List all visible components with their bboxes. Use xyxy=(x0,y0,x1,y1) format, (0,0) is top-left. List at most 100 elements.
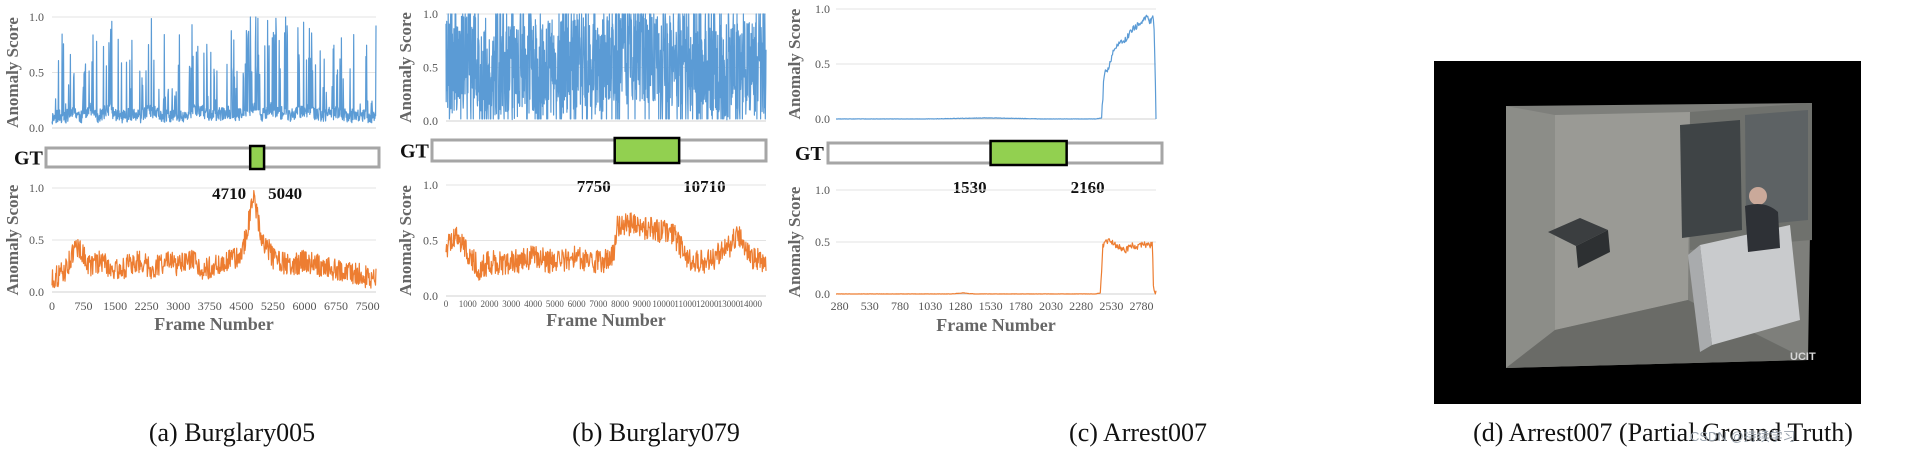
panel-c-caption: (c) Arrest007 xyxy=(1069,418,1207,447)
x-tick-label: 530 xyxy=(861,299,879,313)
x-axis-label: Frame Number xyxy=(154,314,273,334)
x-tick-label: 6000 xyxy=(568,299,587,309)
x-tick-label: 5250 xyxy=(261,299,285,313)
gt-label: GT xyxy=(400,141,430,163)
y-axis-label: Anomaly Score xyxy=(3,17,22,128)
y-tick-label: 0.0 xyxy=(815,112,830,126)
series-line xyxy=(445,212,767,281)
x-tick-label: 280 xyxy=(831,299,849,313)
panel-c-gt-bar: GT 1530 2160 xyxy=(795,139,1164,197)
gt-end-label: 10710 xyxy=(683,177,726,196)
y-tick-label: 1.0 xyxy=(815,2,830,16)
y-tick-label: 0.5 xyxy=(815,57,830,71)
gt-label: GT xyxy=(795,143,825,165)
x-axis-label: Frame Number xyxy=(936,315,1055,335)
x-tick-label: 1000 xyxy=(459,299,478,309)
x-tick-label: 2780 xyxy=(1130,299,1154,313)
x-tick-label: 2030 xyxy=(1039,299,1063,313)
y-tick-label: 1.0 xyxy=(423,178,438,192)
panel-d: UCIT (d) Arrest007 (Partial Ground Truth… xyxy=(1434,61,1861,447)
gt-end-label: 2160 xyxy=(1071,178,1105,197)
y-tick-label: 1.0 xyxy=(815,183,830,197)
panel-a-gt-bar: GT 4710 5040 xyxy=(14,144,381,203)
y-tick-label: 0.5 xyxy=(29,66,44,80)
x-tick-label: 3000 xyxy=(166,299,190,313)
panel-b-top-chart: 0.0 0.5 1.0 Anomaly Score xyxy=(396,7,767,128)
y-axis-label: Anomaly Score xyxy=(396,12,415,123)
y-tick-label: 0.0 xyxy=(29,121,44,135)
gt-end-label: 5040 xyxy=(268,184,302,203)
panel-d-caption: (d) Arrest007 (Partial Ground Truth) xyxy=(1473,418,1853,447)
x-tick-label: 14000 xyxy=(740,299,763,309)
gt-segment xyxy=(989,139,1068,167)
x-tick-label: 3750 xyxy=(198,299,222,313)
x-tick-label: 2530 xyxy=(1099,299,1123,313)
x-tick-label: 12000 xyxy=(696,299,719,309)
x-tick-label: 6000 xyxy=(292,299,316,313)
x-tick-label: 1530 xyxy=(979,299,1003,313)
x-tick-label: 2000 xyxy=(481,299,500,309)
x-tick-label: 9000 xyxy=(633,299,652,309)
panel-b-caption: (b) Burglary079 xyxy=(572,418,740,447)
y-tick-label: 1.0 xyxy=(29,10,44,24)
gt-label: GT xyxy=(14,148,44,170)
x-axis-label: Frame Number xyxy=(546,310,665,330)
y-tick-label: 1.0 xyxy=(29,181,44,195)
x-tick-label: 1280 xyxy=(948,299,972,313)
y-tick-label: 0.5 xyxy=(29,233,44,247)
x-tick-label: 11000 xyxy=(674,299,697,309)
cctv-scene-image: UCIT xyxy=(1506,103,1816,368)
x-tick-label: 1500 xyxy=(103,299,127,313)
x-tick-label: 1780 xyxy=(1009,299,1033,313)
x-tick-label: 750 xyxy=(75,299,93,313)
y-axis-label: Anomaly Score xyxy=(785,186,804,297)
panel-c-bottom-chart: 0.0 0.5 1.0 Anomaly Score 280 530 780 1030 1280 1… xyxy=(785,183,1157,335)
x-tick-label: 7500 xyxy=(356,299,380,313)
y-axis-label: Anomaly Score xyxy=(3,184,22,295)
y-tick-label: 0.0 xyxy=(29,285,44,299)
y-tick-label: 0.0 xyxy=(423,114,438,128)
panel-a-caption: (a) Burglary005 xyxy=(149,418,315,447)
panel-a-bottom-chart: 0.0 0.5 1.0 Anomaly Score 0 750 1500 2250 3000 37… xyxy=(3,181,380,334)
panel-a-top-chart: 0.0 0.5 1.0 Anomaly Score xyxy=(3,10,377,135)
series-line xyxy=(445,13,767,121)
panel-c-top-chart: 0.0 0.5 1.0 Anomaly Score xyxy=(785,2,1157,126)
gt-track xyxy=(44,146,381,169)
x-tick-label: 0 xyxy=(444,299,449,309)
gt-track xyxy=(430,138,768,163)
y-tick-label: 0.0 xyxy=(815,287,830,301)
video-logo: UCIT xyxy=(1790,351,1816,363)
x-tick-label: 2280 xyxy=(1069,299,1093,313)
y-tick-label: 0.5 xyxy=(815,235,830,249)
gt-segment xyxy=(613,136,681,165)
panel-b-gt-bar: GT 7750 10710 xyxy=(400,136,768,196)
x-tick-label: 13000 xyxy=(718,299,741,309)
series-line xyxy=(836,14,1157,120)
y-tick-label: 0.5 xyxy=(423,61,438,75)
x-tick-label: 4500 xyxy=(229,299,253,313)
y-axis-label: Anomaly Score xyxy=(396,185,415,296)
x-tick-label: 780 xyxy=(891,299,909,313)
gt-start-label: 4710 xyxy=(212,184,246,203)
panel-a: 0.0 0.5 1.0 Anomaly Score GT 4710 5040 0.0 0.5… xyxy=(3,10,381,447)
gt-start-label: 7750 xyxy=(577,177,611,196)
y-tick-label: 1.0 xyxy=(423,7,438,21)
watermark: CSDN @持续学习 xyxy=(1690,429,1796,444)
panel-c: 0.0 0.5 1.0 Anomaly Score GT 1530 2160 0.0 0.5… xyxy=(785,2,1207,447)
x-tick-label: 8000 xyxy=(611,299,630,309)
gt-start-label: 1530 xyxy=(953,178,987,197)
y-tick-label: 0.0 xyxy=(423,289,438,303)
x-tick-label: 7000 xyxy=(589,299,608,309)
gt-segment xyxy=(248,144,266,171)
x-tick-label: 3000 xyxy=(502,299,521,309)
panel-b-bottom-chart: 0.0 0.5 1.0 Anomaly Score 0 1000 2000 3000 4000 5… xyxy=(396,178,767,330)
y-tick-label: 0.5 xyxy=(423,234,438,248)
x-tick-label: 1030 xyxy=(918,299,942,313)
series-line xyxy=(51,16,377,125)
x-tick-label: 2250 xyxy=(135,299,159,313)
series-line xyxy=(836,238,1157,295)
x-tick-label: 6750 xyxy=(324,299,348,313)
x-tick-label: 10000 xyxy=(652,299,675,309)
